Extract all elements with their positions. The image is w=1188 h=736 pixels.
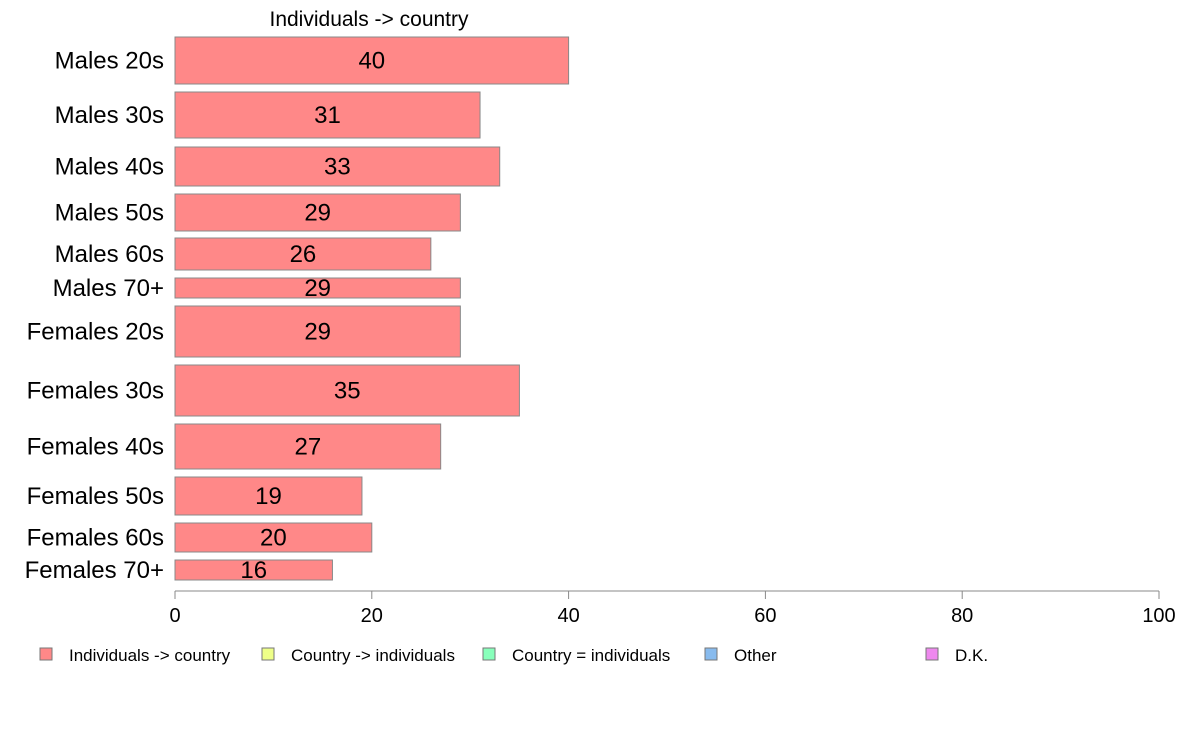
bar — [174, 476, 363, 516]
bar — [174, 193, 461, 232]
data-label: 19 — [255, 483, 282, 510]
category-label: Males 60s — [55, 241, 164, 268]
category-label: Females 30s — [27, 378, 164, 405]
category-label: Males 30s — [55, 102, 164, 129]
legend-swatch — [482, 647, 496, 661]
x-tick-label: 0 — [169, 605, 180, 627]
x-tick-label: 80 — [951, 605, 973, 627]
category-label: Males 50s — [55, 200, 164, 227]
category-label: Males 70+ — [53, 275, 164, 302]
data-label: 29 — [304, 275, 331, 302]
bar — [174, 559, 333, 581]
data-label: 31 — [314, 102, 341, 129]
x-tick-label: 60 — [754, 605, 776, 627]
data-label: 29 — [304, 200, 331, 227]
bar — [174, 237, 432, 271]
legend-swatch — [704, 647, 718, 661]
legend-label: Country -> individuals — [291, 646, 455, 665]
bar — [174, 522, 373, 553]
chart-title: Individuals -> country — [269, 8, 469, 31]
x-tick-label: 100 — [1142, 605, 1175, 627]
data-label: 26 — [290, 241, 317, 268]
bar — [174, 305, 461, 358]
data-label: 33 — [324, 154, 351, 181]
category-label: Females 50s — [27, 483, 164, 510]
bars-group: Males 20s 40 Males 30s 31 Males 40s 33 Males 5… — [25, 36, 570, 584]
data-label: 20 — [260, 525, 287, 552]
data-label: 40 — [358, 48, 385, 75]
data-label: 27 — [294, 434, 321, 461]
legend-swatch — [261, 647, 275, 661]
category-label: Females 60s — [27, 525, 164, 552]
legend-label: Individuals -> country — [69, 646, 231, 665]
legend-swatch — [39, 647, 53, 661]
bar — [174, 146, 501, 187]
legend-label: D.K. — [955, 646, 988, 665]
x-tick-label: 20 — [361, 605, 383, 627]
data-label: 29 — [304, 319, 331, 346]
category-label: Females 70+ — [25, 557, 164, 584]
bar — [174, 36, 570, 85]
x-tick-label: 40 — [557, 605, 579, 627]
legend-swatch — [925, 647, 939, 661]
legend-label: Country = individuals — [512, 646, 670, 665]
category-label: Females 40s — [27, 434, 164, 461]
x-axis: 0 20 40 60 80 100 — [169, 590, 1176, 627]
bar — [174, 364, 520, 417]
legend-label: Other — [734, 646, 777, 665]
bar — [174, 277, 461, 299]
legend: Individuals -> country Country -> individ… — [39, 646, 988, 665]
category-label: Males 20s — [55, 48, 164, 75]
data-label: 35 — [334, 378, 361, 405]
category-label: Females 20s — [27, 319, 164, 346]
bar — [174, 91, 481, 139]
category-label: Males 40s — [55, 154, 164, 181]
data-label: 16 — [240, 557, 267, 584]
bar — [174, 423, 442, 470]
